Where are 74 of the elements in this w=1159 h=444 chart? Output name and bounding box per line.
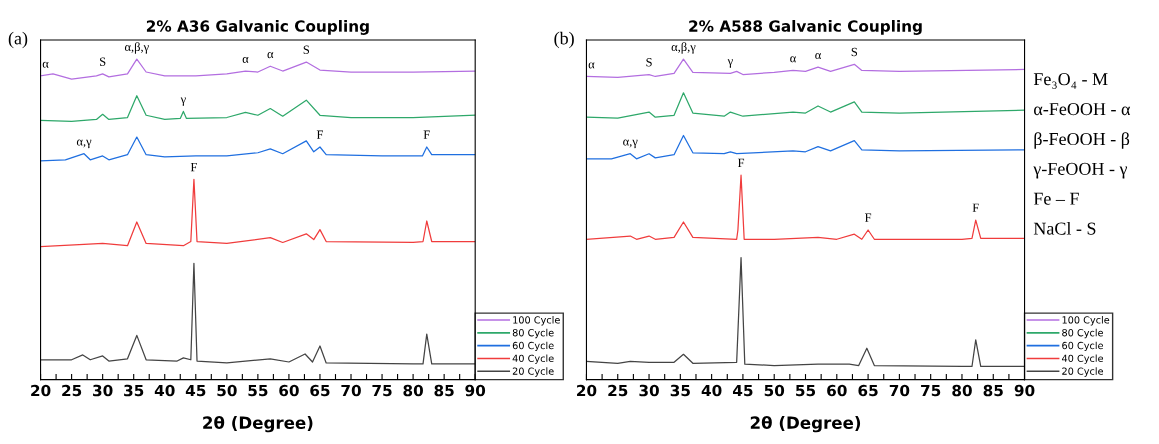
annotation: F [190,162,197,172]
legend-label: 20 Cycle [1062,367,1104,377]
legend-label: 40 Cycle [512,354,554,364]
x-tick-label: 55 [796,384,816,397]
legend-label: 20 Cycle [512,367,554,377]
x-tick-label: 45 [732,384,753,397]
text: Fe – F [1033,192,1079,205]
x-tick-label: 60 [827,384,847,397]
legend-label: 60 Cycle [512,341,554,352]
annotation: F [972,203,979,212]
text: γ-FeOOH - γ [1033,162,1128,179]
x-tick-label: 70 [341,384,361,397]
x-tick-label: 75 [372,384,392,397]
x-tick-label: 90 [1014,384,1035,397]
legend-label: 40 Cycle [1061,354,1104,364]
text: β-FeOOH - β [1034,132,1130,149]
x-tick-label: 60 [279,384,299,397]
legend-label: 100 Cycle [513,316,560,326]
text: NaCl - S [1033,221,1096,235]
text: α-FeOOH - α [1034,102,1131,116]
annotation: S [646,58,652,67]
x-tick-label: 50 [764,384,785,397]
annotation: α,β,γ [671,42,696,54]
x-tick-label: 75 [921,384,941,397]
x-tick-label: 55 [248,384,268,397]
legend-label: 60 Cycle [1062,341,1104,352]
x-tick-label: 65 [858,384,878,397]
text: (a) [8,31,28,49]
annotation: α [42,61,49,68]
annotation: F [316,130,323,139]
x-tick-label: 25 [608,384,628,397]
x-tick-label: 30 [93,384,113,397]
annotation: α [588,62,595,69]
x-tick-label: 80 [403,384,423,397]
chart-title: 2% A36 Galvanic Coupling [146,20,369,35]
x-tick-label: 45 [185,384,206,397]
annotation: α [790,56,796,63]
x-tick-label: 85 [983,384,1003,397]
legend-label: 80 Cycle [512,328,554,339]
annotation: α [815,53,822,60]
x-tick-label: 30 [639,384,659,397]
x-axis-title: 2θ (Degree) [203,415,313,433]
annotation: α,γ [76,139,92,149]
x-tick-label: 20 [577,384,597,397]
x-tick-label: 25 [62,384,82,397]
x-tick-label: 90 [465,384,486,397]
text: Fe₃O₄ - M [1033,73,1108,89]
annotation: S [100,57,106,66]
x-axis-title: 2θ (Degree) [750,415,861,433]
annotation: S [303,45,310,54]
annotation: S [851,47,858,57]
x-tick-label: 35 [670,384,690,397]
annotation: α [242,56,249,63]
chart-title: 2% A588 Galvanic Coupling [689,20,922,35]
x-tick-label: 50 [217,384,237,397]
annotation: F [737,158,745,167]
legend-label: 100 Cycle [1062,316,1110,326]
x-tick-label: 85 [434,384,454,397]
annotation: α,γ [623,139,638,149]
annotation: γ [180,97,186,106]
x-tick-label: 40 [154,384,175,397]
x-tick-label: 70 [889,384,910,397]
text: (b) [554,31,574,49]
annotation: γ [727,59,733,68]
x-tick-label: 80 [952,384,972,397]
x-tick-label: 65 [310,384,330,397]
x-tick-label: 40 [701,384,722,397]
annotation: α,β,γ [124,42,149,54]
annotation: F [864,213,872,222]
annotation: F [423,130,430,139]
x-tick-label: 20 [31,384,51,397]
annotation: α [267,52,274,59]
x-tick-label: 35 [124,384,144,397]
legend-label: 80 Cycle [1062,328,1104,339]
